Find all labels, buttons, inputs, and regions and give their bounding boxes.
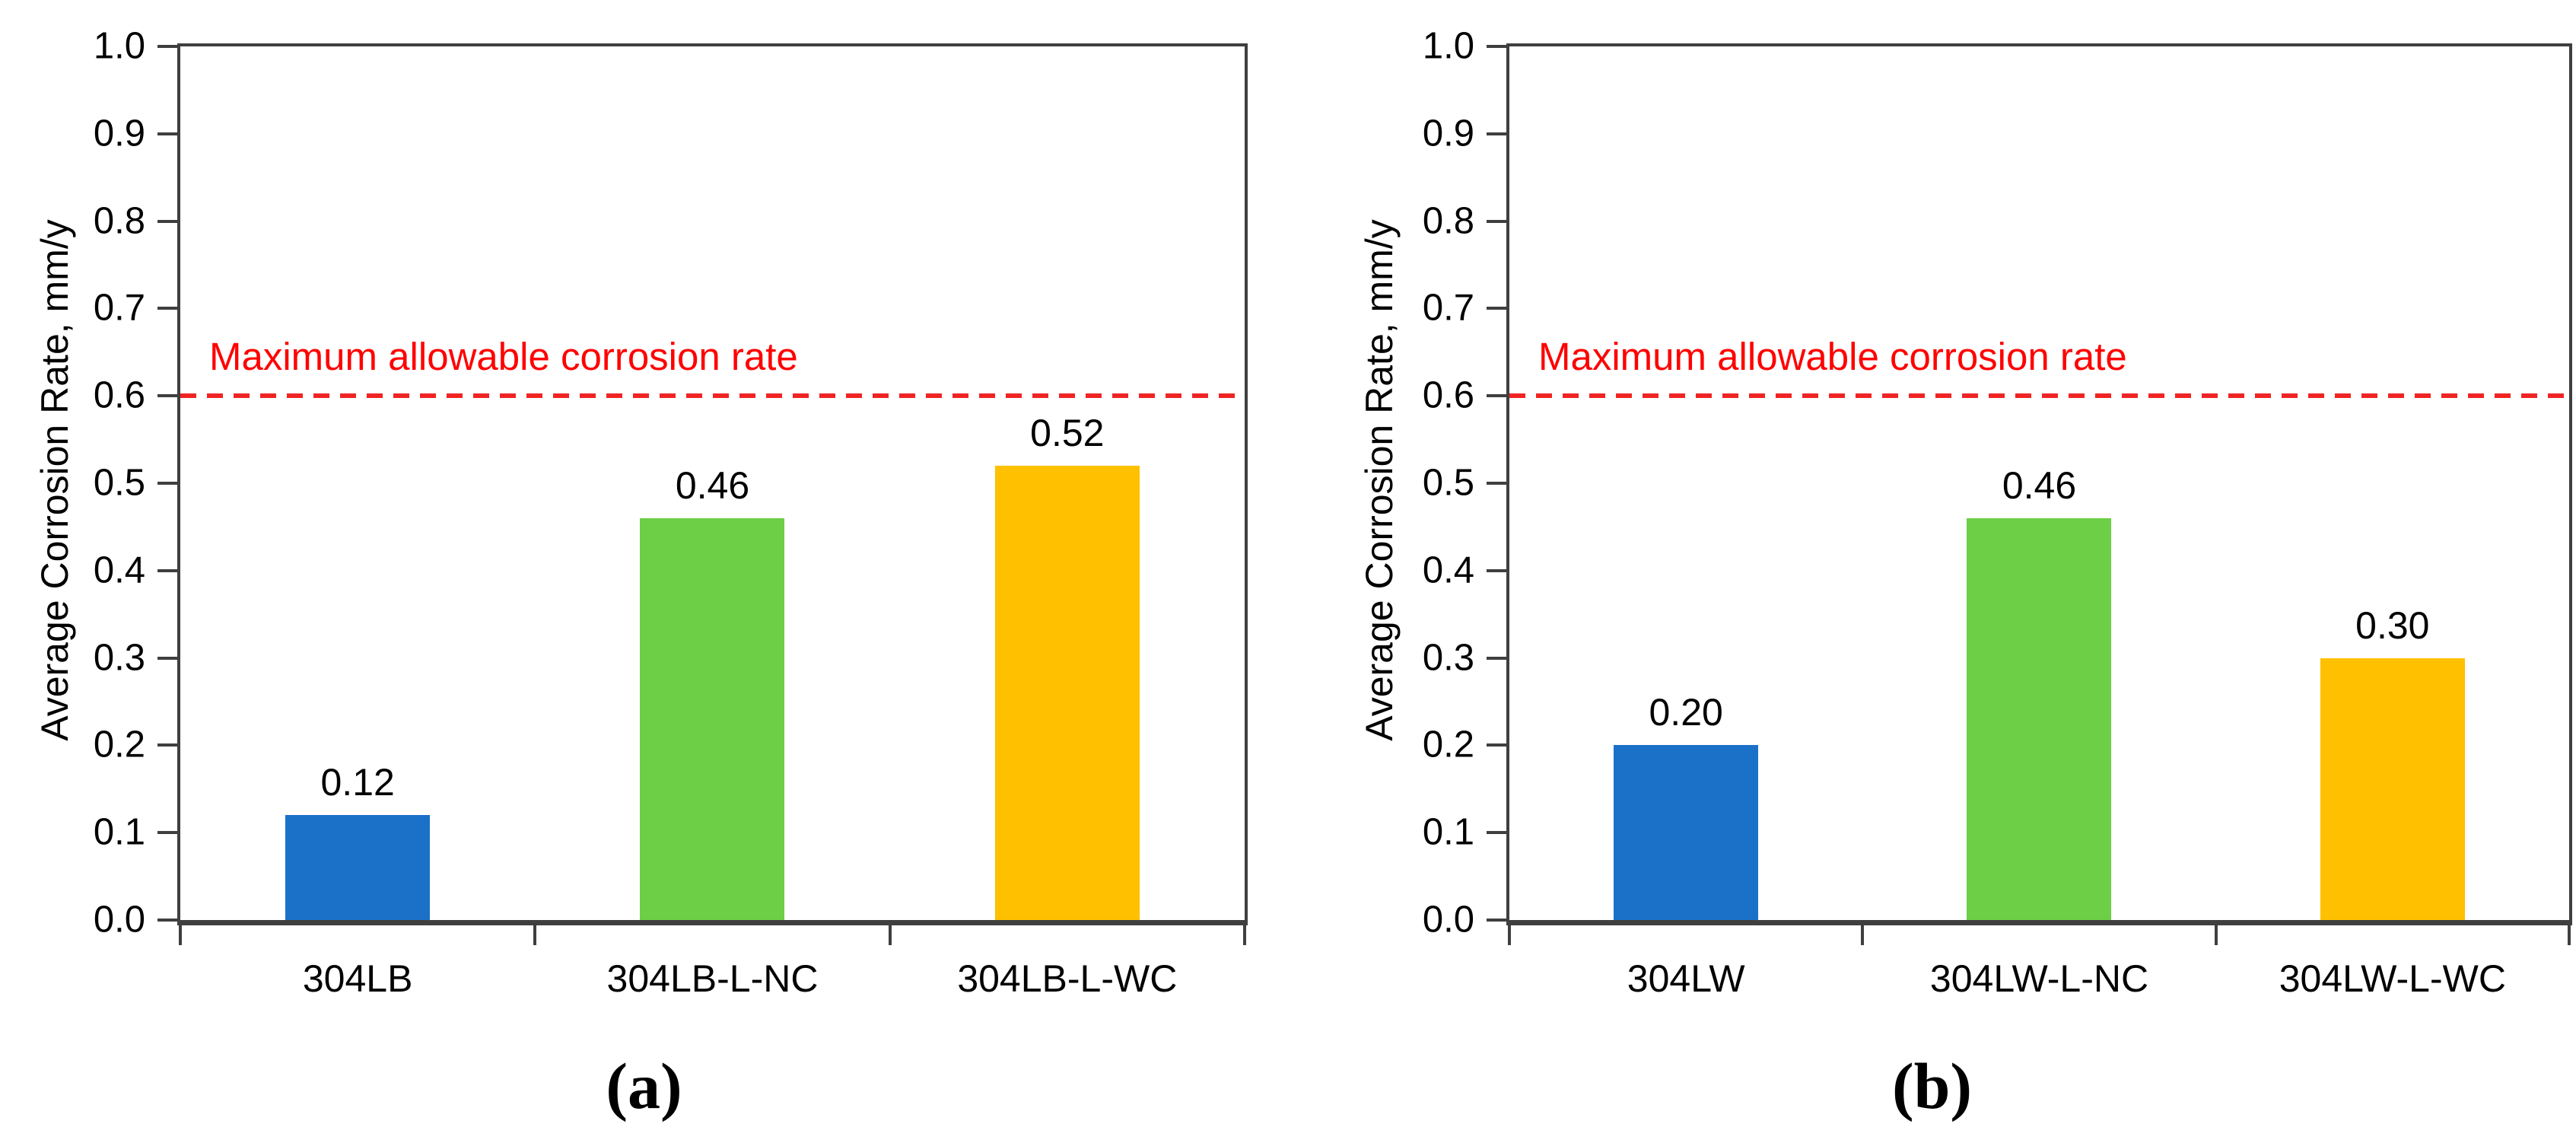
plot-area-b: 0.0 0.1 0.2 0.3 0.4 0.5 0.6 0.7 0.8 0.9 1.0 Maximu… bbox=[1423, 27, 2572, 998]
x-category-label: 304LW bbox=[1627, 957, 1745, 1000]
panel-caption-b: (b) bbox=[1891, 1049, 1973, 1122]
bar-304LB-L-NC bbox=[640, 517, 785, 920]
x-category-label: 304LB-L-NC bbox=[606, 957, 819, 1000]
y-tick-label: 0.0 bbox=[93, 899, 145, 941]
y-tick-mark bbox=[157, 919, 177, 922]
y-tick-mark bbox=[1487, 394, 1506, 398]
y-tick-label: 0.3 bbox=[1422, 637, 1474, 679]
y-tick-label: 0.6 bbox=[1422, 374, 1474, 416]
bar-value-label: 0.20 bbox=[1649, 691, 1723, 734]
y-axis-title: Average Corrosion Rate, mm/y bbox=[33, 219, 76, 741]
y-tick-label: 0.7 bbox=[93, 287, 145, 329]
panel-caption-a: (a) bbox=[606, 1049, 682, 1122]
y-tick-mark bbox=[1487, 307, 1506, 310]
y-tick-mark bbox=[1487, 132, 1506, 135]
y-tick-label: 0.4 bbox=[93, 549, 145, 591]
bar-slot: 0.46 bbox=[1862, 46, 2215, 920]
bar-value-label: 0.30 bbox=[2355, 603, 2430, 647]
bar-slot: 0.20 bbox=[1509, 46, 1862, 920]
bar-304LW-L-NC bbox=[1967, 517, 2112, 920]
y-tick-mark bbox=[157, 656, 177, 660]
threshold-label: Maximum allowable corrosion rate bbox=[1538, 335, 2127, 379]
bar-value-label: 0.52 bbox=[1030, 412, 1105, 455]
y-tick-label: 0.6 bbox=[93, 374, 145, 416]
y-tick-label: 0.7 bbox=[1422, 287, 1474, 329]
threshold-label: Maximum allowable corrosion rate bbox=[209, 335, 798, 379]
bar-slot: 0.46 bbox=[535, 46, 889, 920]
x-category-label: 304LB bbox=[302, 957, 413, 1000]
y-tick-label: 0.0 bbox=[1422, 899, 1474, 941]
bar-value-label: 0.46 bbox=[2002, 463, 2077, 507]
y-tick-label: 1.0 bbox=[1422, 25, 1474, 67]
y-tick-label: 0.8 bbox=[1422, 200, 1474, 242]
y-tick-mark bbox=[157, 482, 177, 485]
x-tick-mark bbox=[1243, 925, 1246, 945]
y-tick-mark bbox=[1487, 656, 1506, 660]
chart-panel-a: Average Corrosion Rate, mm/y 0.0 0.1 0.2 0.… bbox=[33, 27, 1248, 1122]
threshold-line bbox=[180, 393, 1245, 399]
y-tick-mark bbox=[157, 219, 177, 223]
y-tick-mark bbox=[157, 307, 177, 310]
y-tick-label: 0.5 bbox=[93, 462, 145, 504]
y-tick-mark bbox=[1487, 831, 1506, 835]
y-tick-label: 0.8 bbox=[93, 200, 145, 242]
y-axis-title: Average Corrosion Rate, mm/y bbox=[1358, 219, 1401, 741]
y-tick-mark bbox=[157, 394, 177, 398]
bar-304LB bbox=[285, 815, 431, 920]
y-tick-label: 1.0 bbox=[93, 25, 145, 67]
bar-304LW-L-WC bbox=[2320, 657, 2465, 920]
y-tick-label: 0.2 bbox=[1422, 724, 1474, 766]
y-tick-label: 0.9 bbox=[93, 113, 145, 154]
x-tick-mark bbox=[2214, 925, 2218, 945]
y-tick-mark bbox=[1487, 482, 1506, 485]
y-tick-label: 0.1 bbox=[1422, 811, 1474, 853]
y-tick-label: 0.1 bbox=[93, 811, 145, 853]
y-tick-mark bbox=[1487, 219, 1506, 223]
x-tick-mark bbox=[179, 925, 182, 945]
y-tick-label: 0.2 bbox=[93, 724, 145, 766]
y-tick-mark bbox=[157, 831, 177, 835]
y-tick-mark bbox=[1487, 919, 1506, 922]
x-category-label: 304LW-L-NC bbox=[1929, 957, 2149, 1000]
bar-slot: 0.30 bbox=[2216, 46, 2569, 920]
y-tick-mark bbox=[1487, 568, 1506, 572]
y-tick-mark bbox=[157, 568, 177, 572]
plot-area-a: 0.0 0.1 0.2 0.3 0.4 0.5 0.6 0.7 0.8 0.9 1.0 Maximu… bbox=[94, 27, 1248, 998]
y-tick-label: 0.4 bbox=[1422, 549, 1474, 591]
bar-value-label: 0.12 bbox=[320, 761, 395, 804]
x-tick-mark bbox=[2568, 925, 2571, 945]
bar-series: 0.20 0.46 0.30 bbox=[1509, 46, 2569, 920]
bar-series: 0.12 0.46 0.52 bbox=[180, 46, 1245, 920]
x-tick-mark bbox=[533, 925, 537, 945]
y-tick-mark bbox=[157, 45, 177, 48]
x-category-label: 304LW-L-WC bbox=[2279, 957, 2506, 1000]
y-tick-mark bbox=[1487, 45, 1506, 48]
x-tick-mark bbox=[1508, 925, 1511, 945]
y-tick-label: 0.3 bbox=[93, 637, 145, 679]
bar-304LW bbox=[1614, 745, 1759, 920]
x-category-label: 304LB-L-WC bbox=[957, 957, 1178, 1000]
chart-panel-b: Average Corrosion Rate, mm/y 0.0 0.1 0.2 0.… bbox=[1288, 0, 2576, 1143]
threshold-line bbox=[1509, 393, 2569, 399]
bar-value-label: 0.46 bbox=[675, 463, 750, 507]
y-tick-mark bbox=[157, 132, 177, 135]
bar-slot: 0.52 bbox=[890, 46, 1245, 920]
y-tick-label: 0.5 bbox=[1422, 462, 1474, 504]
y-tick-label: 0.9 bbox=[1422, 113, 1474, 154]
y-tick-mark bbox=[157, 743, 177, 747]
y-tick-mark bbox=[1487, 743, 1506, 747]
x-tick-mark bbox=[888, 925, 892, 945]
x-tick-mark bbox=[1861, 925, 1865, 945]
x-axis-labels: 304LW 304LW-L-NC 304LW-L-WC bbox=[1509, 960, 2569, 998]
bar-slot: 0.12 bbox=[180, 46, 535, 920]
x-axis-labels: 304LB 304LB-L-NC 304LB-L-WC bbox=[180, 960, 1245, 998]
bar-304LB-L-WC bbox=[994, 466, 1140, 920]
